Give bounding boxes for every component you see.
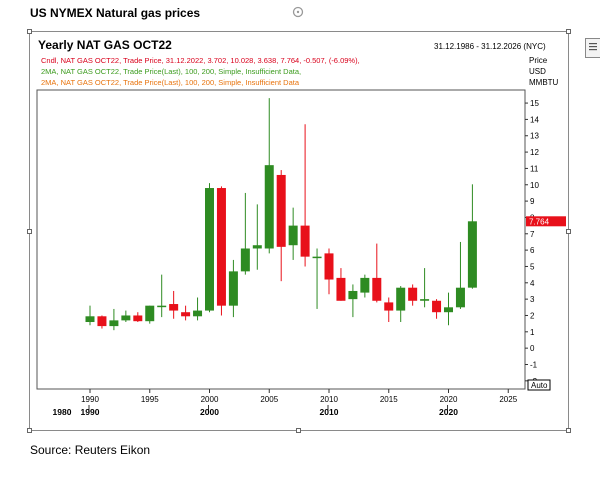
last-price-marker (526, 216, 566, 227)
y-tick-label: 7 (530, 230, 535, 239)
candle-body (348, 290, 358, 300)
y-tick-label: 4 (530, 279, 535, 288)
x-decade-label: 2000 (200, 407, 219, 417)
x-decade-label: 2020 (439, 407, 458, 417)
candle-body (264, 165, 274, 249)
legend-ma-1: 2MA, NAT GAS OCT22, Trade Price(Last), 1… (41, 67, 302, 76)
layout-options-icon[interactable] (585, 38, 600, 58)
y-tick-label: 6 (530, 246, 535, 255)
y-tick-label: 10 (530, 181, 539, 190)
last-price-label: 7.764 (529, 217, 550, 226)
candle-body (336, 277, 346, 301)
candle-body (396, 287, 406, 311)
date-range: 31.12.1986 - 31.12.2026 (NYC) (434, 42, 546, 51)
candle-body (216, 188, 226, 306)
candle-body (240, 248, 250, 272)
candle-body (360, 277, 370, 293)
candle-body (288, 225, 298, 246)
y-tick-label: 11 (530, 164, 539, 173)
x-tick-label: 1990 (81, 395, 99, 404)
resize-handle-bottom-middle[interactable] (296, 428, 301, 433)
y-axis-label: USD (529, 67, 546, 76)
x-tick-label: 2000 (201, 395, 219, 404)
x-tick-label: 2015 (380, 395, 398, 404)
resize-handle-bottom-right[interactable] (566, 428, 571, 433)
candle-body (193, 310, 203, 317)
chart-title: Yearly NAT GAS OCT22 (38, 38, 172, 52)
y-tick-label: 1 (530, 328, 535, 337)
resize-handle-middle-right[interactable] (566, 229, 571, 234)
x-decade-label: 2010 (320, 407, 339, 417)
x-tick-label: 2025 (499, 395, 517, 404)
source-note: Source: Reuters Eikon (30, 443, 151, 457)
candle-body (372, 277, 382, 301)
candle-body (312, 256, 322, 259)
candle-body (384, 302, 394, 311)
candle-body (157, 305, 167, 308)
y-tick-label: 3 (530, 295, 535, 304)
x-tick-label: 2010 (320, 395, 338, 404)
y-tick-label: 14 (530, 115, 539, 124)
x-tick-label: 2020 (440, 395, 458, 404)
y-tick-label: 0 (530, 344, 535, 353)
legend-ma-2: 2MA, NAT GAS OCT22, Trade Price(Last), 1… (41, 78, 300, 87)
x-tick-label: 1995 (141, 395, 159, 404)
x-decade-label: 1990 (81, 407, 100, 417)
y-tick-label: 9 (530, 197, 535, 206)
y-tick-label: 2 (530, 311, 535, 320)
resize-handle-top-left[interactable] (27, 29, 32, 34)
y-tick-label: 13 (530, 132, 539, 141)
x-tick-label: 2005 (260, 395, 278, 404)
legend-candle: Cndl, NAT GAS OCT22, Trade Price, 31.12.… (41, 56, 360, 65)
candle-body (85, 316, 95, 323)
y-axis-label: MMBTU (529, 78, 559, 87)
y-tick-label: -1 (530, 360, 538, 369)
candle-body (276, 174, 286, 247)
candle-body (228, 271, 238, 306)
candle-body (169, 304, 179, 311)
candle-body (467, 221, 477, 288)
candle-body (455, 287, 465, 308)
y-tick-label: 12 (530, 148, 539, 157)
resize-handle-middle-left[interactable] (27, 229, 32, 234)
page-title: US NYMEX Natural gas prices (30, 6, 201, 20)
x-decade-label: 1980 (53, 407, 72, 417)
candle-body (408, 287, 418, 301)
auto-scale-label: Auto (531, 381, 548, 390)
candle-body (420, 299, 430, 301)
candle-body (145, 305, 155, 322)
candle-body (109, 320, 119, 327)
rotate-handle-icon[interactable] (292, 6, 304, 18)
candle-body (205, 188, 214, 311)
candle-body (324, 253, 334, 280)
y-tick-label: 15 (530, 99, 539, 108)
candle-body (252, 245, 262, 249)
resize-handle-top-right[interactable] (566, 29, 571, 34)
auto-scale-button (527, 379, 551, 391)
candle-body (133, 315, 143, 322)
resize-handle-bottom-left[interactable] (27, 428, 32, 433)
y-axis-label: Price (529, 56, 548, 65)
candle-body (121, 315, 131, 321)
candle-body (181, 312, 191, 317)
candle-body (300, 225, 310, 257)
candle-body (444, 307, 453, 313)
y-tick-label: 5 (530, 262, 535, 271)
candle-body (432, 300, 442, 313)
candle-body (97, 316, 107, 327)
